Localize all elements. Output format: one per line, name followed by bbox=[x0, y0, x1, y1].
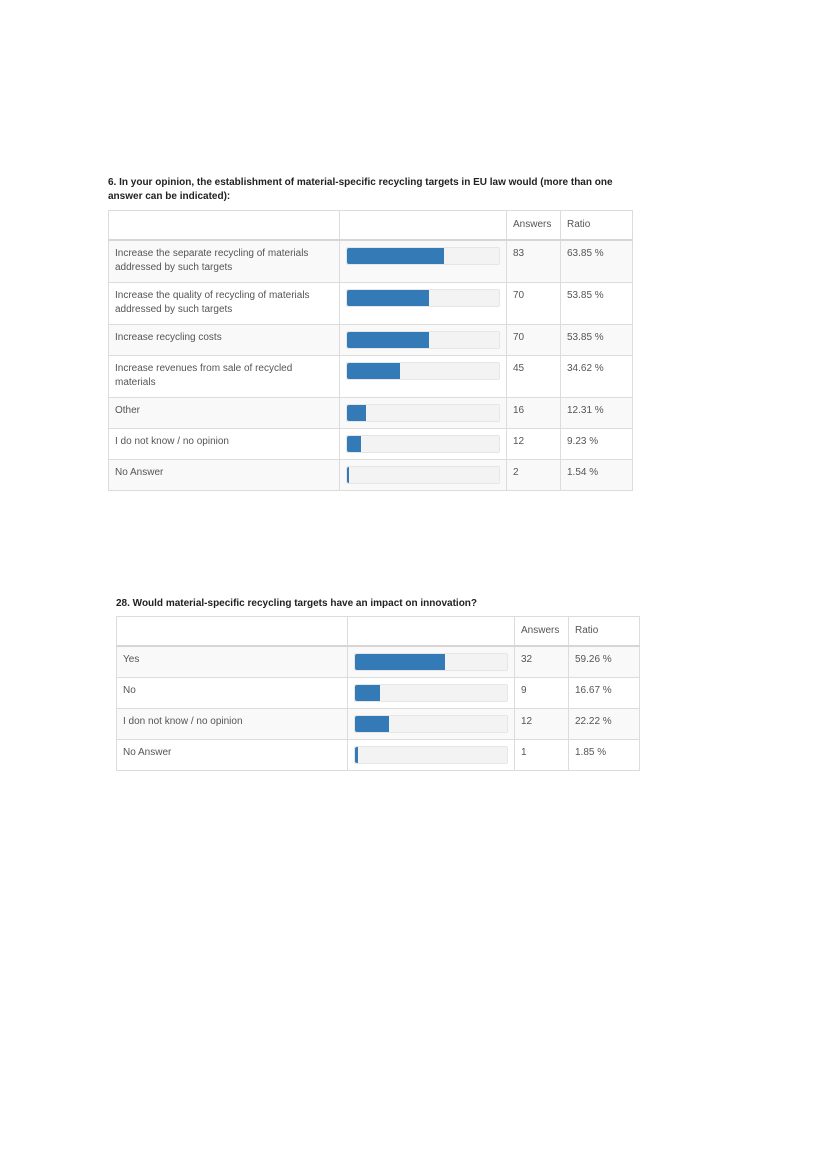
ratio-column-header: Ratio bbox=[568, 616, 640, 647]
ratio-bar-fill bbox=[347, 435, 362, 452]
table-row: Increase revenues from sale of recycled … bbox=[108, 354, 633, 398]
row-label: I do not know / no opinion bbox=[108, 427, 340, 460]
row-label: No Answer bbox=[116, 739, 348, 771]
row-bar-cell bbox=[339, 323, 507, 356]
label-column-header bbox=[108, 210, 340, 241]
ratio-bar bbox=[346, 403, 500, 422]
answers-column-header: Answers bbox=[514, 616, 569, 647]
row-ratio: 1.85 % bbox=[568, 739, 640, 771]
row-bar-cell bbox=[347, 645, 515, 678]
ratio-bar-fill bbox=[347, 466, 350, 483]
row-ratio: 12.31 % bbox=[560, 396, 633, 429]
row-answers: 45 bbox=[506, 354, 561, 398]
row-ratio: 34.62 % bbox=[560, 354, 633, 398]
row-bar-cell bbox=[347, 739, 515, 771]
row-bar-cell bbox=[339, 281, 507, 325]
row-label: Increase revenues from sale of recycled … bbox=[108, 354, 340, 398]
row-bar-cell bbox=[339, 354, 507, 398]
table-row: Increase the quality of recycling of mat… bbox=[108, 281, 633, 325]
row-ratio: 16.67 % bbox=[568, 677, 640, 709]
ratio-bar bbox=[346, 361, 500, 380]
table-row: No 9 16.67 % bbox=[116, 677, 640, 709]
ratio-bar-fill bbox=[347, 362, 400, 379]
table-row: No Answer 1 1.85 % bbox=[116, 739, 640, 771]
row-ratio: 53.85 % bbox=[560, 281, 633, 325]
row-answers: 1 bbox=[514, 739, 569, 771]
ratio-bar-fill bbox=[347, 289, 429, 306]
row-ratio: 53.85 % bbox=[560, 323, 633, 356]
table-row: Increase recycling costs 70 53.85 % bbox=[108, 323, 633, 356]
label-column-header bbox=[116, 616, 348, 647]
row-ratio: 1.54 % bbox=[560, 458, 633, 491]
ratio-bar-fill bbox=[347, 248, 445, 264]
row-answers: 16 bbox=[506, 396, 561, 429]
row-label: No Answer bbox=[108, 458, 340, 491]
table-row: I do not know / no opinion 12 9.23 % bbox=[108, 427, 633, 460]
row-answers: 70 bbox=[506, 281, 561, 325]
ratio-bar-fill bbox=[347, 404, 366, 421]
row-answers: 83 bbox=[506, 239, 561, 283]
row-bar-cell bbox=[347, 677, 515, 709]
bar-column-header bbox=[347, 616, 515, 647]
ratio-bar bbox=[346, 330, 500, 349]
ratio-bar bbox=[346, 288, 500, 307]
row-bar-cell bbox=[347, 708, 515, 740]
ratio-bar bbox=[346, 465, 500, 484]
ratio-bar bbox=[346, 247, 500, 265]
ratio-bar-fill bbox=[347, 331, 429, 348]
ratio-column-header: Ratio bbox=[560, 210, 633, 241]
row-ratio: 22.22 % bbox=[568, 708, 640, 740]
ratio-bar bbox=[354, 715, 508, 733]
question-6-title: 6. In your opinion, the establishment of… bbox=[108, 177, 613, 202]
answers-column-header: Answers bbox=[506, 210, 561, 241]
row-label: I don not know / no opinion bbox=[116, 708, 348, 740]
bar-column-header bbox=[339, 210, 507, 241]
row-label: Yes bbox=[116, 645, 348, 678]
table-header-row: Answers Ratio bbox=[116, 616, 640, 647]
question-6-section: 6. In your opinion, the establishment of… bbox=[108, 176, 633, 491]
row-ratio: 63.85 % bbox=[560, 239, 633, 283]
row-answers: 9 bbox=[514, 677, 569, 709]
row-label: Increase recycling costs bbox=[108, 323, 340, 356]
table-row: Yes 32 59.26 % bbox=[116, 645, 640, 678]
row-bar-cell bbox=[339, 396, 507, 429]
row-answers: 70 bbox=[506, 323, 561, 356]
row-answers: 2 bbox=[506, 458, 561, 491]
row-ratio: 9.23 % bbox=[560, 427, 633, 460]
table-row: Other 16 12.31 % bbox=[108, 396, 633, 429]
question-28-results-table: Answers Ratio Yes 32 59.26 % No 9 16.67 … bbox=[116, 616, 640, 771]
ratio-bar bbox=[354, 684, 508, 702]
row-label: Increase the quality of recycling of mat… bbox=[108, 281, 340, 325]
row-answers: 12 bbox=[514, 708, 569, 740]
row-ratio: 59.26 % bbox=[568, 645, 640, 678]
row-answers: 12 bbox=[506, 427, 561, 460]
ratio-bar-fill bbox=[355, 716, 389, 732]
question-28-title: 28. Would material-specific recycling ta… bbox=[116, 598, 478, 609]
ratio-bar-fill bbox=[355, 747, 358, 763]
row-bar-cell bbox=[339, 239, 507, 283]
row-label: No bbox=[116, 677, 348, 709]
row-label: Increase the separate recycling of mater… bbox=[108, 239, 340, 283]
table-row: No Answer 2 1.54 % bbox=[108, 458, 633, 491]
row-bar-cell bbox=[339, 458, 507, 491]
ratio-bar bbox=[354, 746, 508, 764]
table-row: Increase the separate recycling of mater… bbox=[108, 239, 633, 283]
ratio-bar bbox=[346, 434, 500, 453]
table-row: I don not know / no opinion 12 22.22 % bbox=[116, 708, 640, 740]
row-label: Other bbox=[108, 396, 340, 429]
question-6-results-table: Answers Ratio Increase the separate recy… bbox=[108, 210, 633, 491]
row-bar-cell bbox=[339, 427, 507, 460]
question-28-section: 28. Would material-specific recycling ta… bbox=[116, 597, 640, 771]
ratio-bar-fill bbox=[355, 685, 381, 701]
row-answers: 32 bbox=[514, 645, 569, 678]
table-header-row: Answers Ratio bbox=[108, 210, 633, 241]
ratio-bar bbox=[354, 653, 508, 671]
ratio-bar-fill bbox=[355, 654, 446, 670]
